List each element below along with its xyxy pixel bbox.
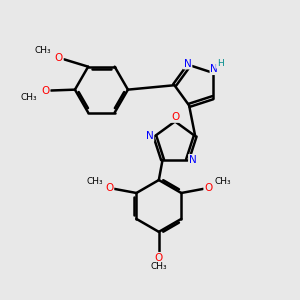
Text: H: H bbox=[217, 59, 224, 68]
Text: N: N bbox=[146, 131, 153, 141]
Text: O: O bbox=[55, 53, 63, 63]
Text: O: O bbox=[171, 112, 179, 122]
Text: CH₃: CH₃ bbox=[21, 93, 38, 102]
Text: CH₃: CH₃ bbox=[34, 46, 51, 55]
Text: CH₃: CH₃ bbox=[151, 262, 167, 271]
Text: N: N bbox=[189, 155, 197, 165]
Text: CH₃: CH₃ bbox=[86, 177, 103, 186]
Text: O: O bbox=[155, 253, 163, 263]
Text: O: O bbox=[204, 183, 212, 193]
Text: N: N bbox=[210, 64, 218, 74]
Text: O: O bbox=[105, 183, 113, 193]
Text: N: N bbox=[184, 58, 191, 69]
Text: O: O bbox=[41, 86, 50, 96]
Text: CH₃: CH₃ bbox=[215, 177, 231, 186]
